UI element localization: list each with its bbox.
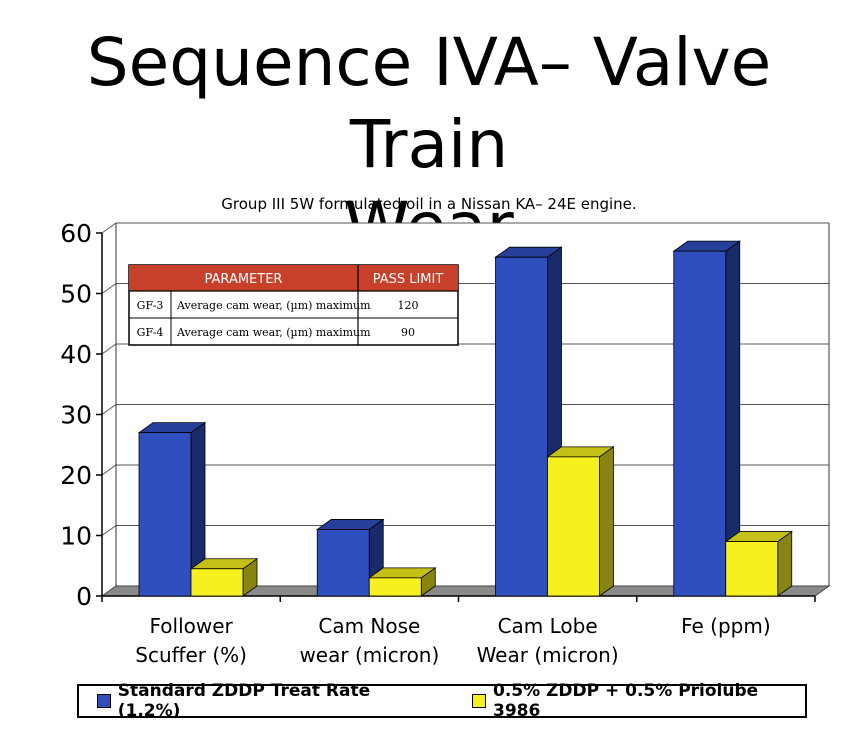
bar-side-reduced-3 [777, 530, 793, 597]
inset-table-cell: Average cam wear, (µm) maximum [176, 299, 371, 312]
legend-swatch-standard [97, 694, 111, 708]
legend-item-reduced: 0.5% ZDDP + 0.5% Priolube 3986 [472, 681, 805, 721]
y-tick-label: 50 [60, 280, 92, 309]
page-title: Sequence IVA– Valve Train Wear [0, 22, 858, 268]
bar-reduced-2 [547, 456, 600, 597]
gridline-side [101, 343, 117, 355]
legend-label-standard: Standard ZDDP Treat Rate (1.2%) [117, 681, 371, 721]
y-tick-label: 10 [60, 522, 92, 551]
x-tick-label: wear (micron) [299, 643, 439, 667]
gridline-side [101, 283, 117, 294]
gridline-side [101, 222, 117, 234]
bar-reduced-1 [368, 577, 422, 597]
x-tick-label: Follower [149, 614, 233, 638]
bar-side-reduced-2 [599, 446, 614, 597]
chart-title: Group III 5W formulated oil in a Nissan … [221, 195, 636, 213]
inset-table-cell: GF-4 [137, 326, 164, 339]
gridline-side [101, 525, 117, 536]
inset-table-cell: 120 [398, 299, 419, 312]
gridline-side [101, 464, 117, 476]
y-tick-label: 40 [60, 340, 92, 369]
x-tick-label: Fe (ppm) [681, 614, 771, 638]
bar-reduced-0 [190, 568, 244, 597]
bar-standard-3 [673, 250, 727, 597]
x-tick-label: Cam Nose [318, 614, 420, 638]
bar-standard-1 [316, 529, 370, 597]
x-tick-label: Scuffer (%) [135, 643, 247, 667]
bar-standard-0 [138, 432, 192, 597]
bar-reduced-3 [725, 541, 779, 597]
inset-table-cell: Average cam wear, (µm) maximum [176, 326, 371, 339]
legend-label-reduced: 0.5% ZDDP + 0.5% Priolube 3986 [492, 681, 759, 721]
inset-table-header: PASS LIMIT [373, 272, 444, 287]
x-tick-label: Cam Lobe [498, 614, 598, 638]
y-tick-label: 0 [76, 582, 92, 611]
y-tick-label: 60 [60, 219, 92, 248]
chart-legend: Standard ZDDP Treat Rate (1.2%) 0.5% ZDD… [77, 681, 807, 721]
y-tick-label: 20 [60, 461, 92, 490]
y-tick-label: 30 [60, 401, 92, 430]
x-tick-label: Wear (micron) [477, 643, 619, 667]
inset-table-cell: GF-3 [137, 299, 164, 312]
legend-item-standard: Standard ZDDP Treat Rate (1.2%) [97, 681, 432, 721]
title-line-1: Sequence IVA– Valve Train [86, 24, 772, 183]
inset-table-header-bg [129, 265, 458, 291]
inset-table-header: PARAMETER [205, 272, 283, 287]
inset-table-cell: 90 [401, 326, 415, 339]
legend-swatch-reduced [472, 694, 486, 708]
bar-standard-2 [495, 256, 548, 597]
gridline-side [101, 404, 117, 415]
